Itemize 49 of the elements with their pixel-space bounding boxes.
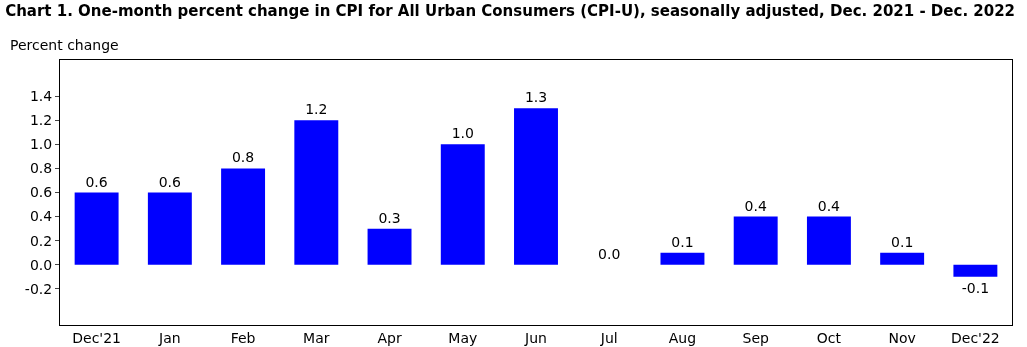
y-tick-label: 0.8 (29, 160, 53, 177)
y-tick-label: 1.0 (29, 136, 53, 153)
y-tick-label: 1.2 (29, 112, 53, 129)
bar (733, 216, 778, 265)
data-label: 0.4 (744, 197, 767, 214)
bar (367, 228, 412, 265)
data-label: 1.3 (524, 89, 548, 106)
x-tick-label: Oct (816, 329, 842, 346)
x-tick-label: Dec'22 (951, 329, 1000, 346)
data-label: 0.6 (85, 173, 108, 190)
x-tick-label: Feb (230, 329, 256, 346)
x-tick-label: Jun (524, 329, 547, 346)
y-tick-label: 1.4 (29, 88, 53, 105)
bar (147, 192, 192, 265)
x-tick-label: Nov (888, 329, 916, 346)
data-label: 0.4 (817, 197, 841, 214)
y-tick-label: 0.0 (29, 256, 53, 273)
data-label: 0.1 (891, 233, 914, 250)
bar (806, 216, 851, 265)
y-tick-label: 0.4 (29, 208, 53, 225)
data-label: 0.0 (598, 245, 621, 262)
bar (221, 168, 266, 265)
y-tick-label: 0.6 (29, 184, 53, 201)
data-label: 1.0 (451, 125, 474, 142)
x-tick-label: Sep (742, 329, 769, 346)
x-tick-label: Mar (303, 329, 330, 346)
bar (660, 252, 705, 265)
x-tick-label: Jan (158, 329, 181, 346)
x-tick-label: May (448, 329, 478, 346)
data-label: 1.2 (305, 101, 328, 118)
y-tick-label: -0.2 (24, 280, 53, 297)
bar (294, 120, 339, 265)
x-tick-label: Apr (377, 329, 402, 346)
x-tick-label: Dec'21 (72, 329, 121, 346)
bar (514, 108, 558, 265)
data-label: -0.1 (961, 279, 990, 296)
data-label: 0.8 (231, 149, 255, 166)
data-label: 0.6 (158, 173, 182, 190)
data-label: 0.1 (671, 233, 694, 250)
x-tick-label: Aug (668, 329, 697, 346)
chart-title: Chart 1. One-month percent change in CPI for All Urban Consumers (CPI-U), seasonally adjusted, Dec. 2021 - Dec. 2022 (5, 1, 1016, 20)
y-tick-label: 0.2 (29, 232, 53, 249)
bar (953, 264, 998, 277)
bar (74, 192, 119, 265)
x-tick-label: Jul (599, 329, 618, 346)
bar (440, 144, 485, 265)
y-axis-title: Percent change (10, 37, 119, 53)
bar (880, 252, 925, 265)
data-label: 0.3 (378, 209, 401, 226)
